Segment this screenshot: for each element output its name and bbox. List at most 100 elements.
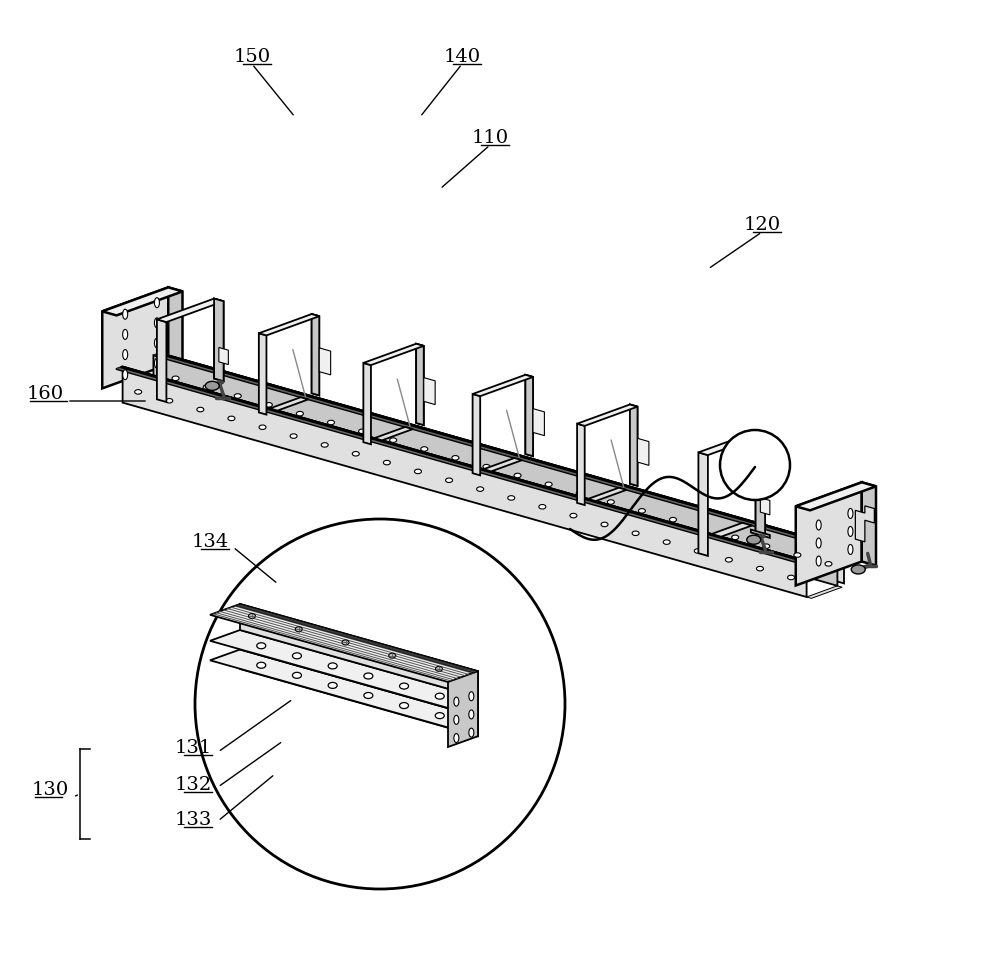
Ellipse shape (794, 553, 801, 558)
Ellipse shape (763, 544, 770, 549)
Text: 132: 132 (174, 775, 212, 793)
Ellipse shape (816, 557, 821, 566)
Ellipse shape (154, 318, 159, 329)
Ellipse shape (257, 662, 266, 669)
Polygon shape (484, 458, 522, 472)
Circle shape (195, 519, 565, 889)
Ellipse shape (265, 403, 272, 408)
Ellipse shape (607, 500, 614, 505)
Circle shape (720, 431, 790, 500)
Ellipse shape (123, 371, 128, 380)
Ellipse shape (259, 426, 266, 430)
Polygon shape (630, 405, 637, 486)
Ellipse shape (389, 654, 396, 659)
Ellipse shape (342, 640, 349, 645)
Ellipse shape (435, 694, 444, 700)
Polygon shape (312, 314, 319, 396)
Ellipse shape (454, 716, 459, 724)
Polygon shape (533, 409, 544, 436)
Polygon shape (577, 424, 585, 505)
Ellipse shape (123, 310, 128, 320)
Ellipse shape (632, 532, 639, 536)
Polygon shape (473, 375, 533, 396)
Ellipse shape (469, 692, 474, 701)
Polygon shape (157, 299, 224, 323)
Polygon shape (807, 586, 842, 598)
Ellipse shape (234, 395, 241, 398)
Ellipse shape (848, 545, 853, 555)
Ellipse shape (290, 435, 297, 439)
Ellipse shape (364, 673, 373, 679)
Ellipse shape (576, 492, 583, 496)
Ellipse shape (436, 667, 443, 672)
Ellipse shape (295, 627, 302, 632)
Polygon shape (319, 349, 331, 375)
Polygon shape (416, 344, 424, 426)
Polygon shape (577, 405, 637, 426)
Ellipse shape (570, 514, 577, 518)
Ellipse shape (257, 643, 266, 649)
Polygon shape (796, 483, 862, 586)
Polygon shape (448, 672, 478, 747)
Ellipse shape (788, 576, 795, 580)
Polygon shape (153, 354, 844, 550)
Ellipse shape (383, 461, 390, 465)
Polygon shape (374, 428, 413, 441)
Polygon shape (157, 320, 166, 402)
Ellipse shape (249, 614, 256, 618)
Polygon shape (123, 392, 158, 404)
Polygon shape (351, 456, 386, 469)
Text: 150: 150 (233, 48, 271, 66)
Ellipse shape (123, 330, 128, 340)
Polygon shape (123, 367, 807, 598)
Polygon shape (693, 554, 728, 566)
Ellipse shape (364, 693, 373, 699)
Text: 140: 140 (443, 48, 481, 66)
Ellipse shape (166, 399, 173, 403)
Polygon shape (240, 650, 478, 737)
Text: 134: 134 (191, 533, 229, 551)
Ellipse shape (454, 698, 459, 706)
Polygon shape (637, 439, 649, 466)
Ellipse shape (732, 536, 739, 540)
Polygon shape (862, 483, 876, 566)
Polygon shape (416, 344, 424, 426)
Polygon shape (116, 367, 807, 564)
Polygon shape (473, 395, 480, 476)
Polygon shape (102, 288, 183, 316)
Polygon shape (465, 489, 500, 501)
Ellipse shape (514, 474, 521, 478)
Polygon shape (168, 288, 183, 369)
Polygon shape (214, 299, 224, 382)
Text: 130: 130 (31, 781, 69, 799)
Polygon shape (259, 334, 266, 416)
Ellipse shape (454, 734, 459, 742)
Polygon shape (214, 299, 224, 382)
Ellipse shape (701, 527, 708, 531)
Ellipse shape (123, 350, 128, 360)
Ellipse shape (135, 390, 142, 395)
Polygon shape (756, 432, 765, 536)
Ellipse shape (848, 509, 853, 519)
Polygon shape (760, 498, 770, 516)
Ellipse shape (205, 382, 219, 391)
Ellipse shape (414, 470, 421, 475)
Ellipse shape (446, 478, 453, 483)
Polygon shape (712, 523, 752, 537)
Polygon shape (219, 348, 228, 365)
Ellipse shape (694, 549, 701, 554)
Ellipse shape (154, 338, 159, 349)
Ellipse shape (321, 443, 328, 448)
Polygon shape (588, 488, 626, 501)
Polygon shape (240, 630, 478, 717)
Ellipse shape (756, 567, 763, 571)
Polygon shape (240, 604, 478, 698)
Ellipse shape (601, 522, 608, 527)
Polygon shape (698, 432, 765, 456)
Ellipse shape (154, 298, 159, 309)
Text: 160: 160 (26, 385, 64, 402)
Polygon shape (424, 378, 435, 405)
Polygon shape (363, 344, 424, 366)
Ellipse shape (328, 682, 337, 689)
Ellipse shape (292, 653, 301, 659)
